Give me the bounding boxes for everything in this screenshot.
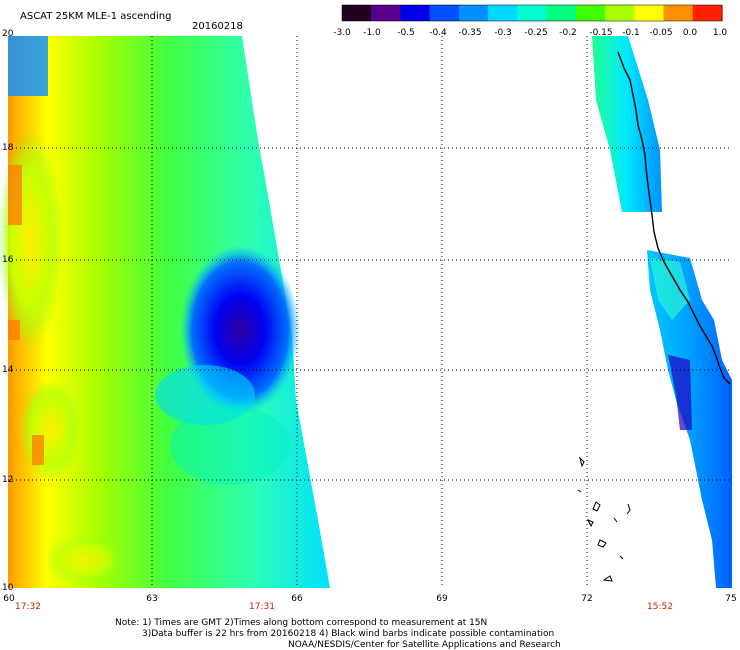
swath-right-cyan — [650, 258, 690, 320]
colorbar — [341, 4, 723, 22]
colorbar-segment — [692, 5, 723, 21]
colorbar-segment — [429, 5, 460, 21]
swath-left — [8, 36, 330, 588]
lat-label: 18 — [2, 143, 14, 153]
island-outline — [577, 456, 631, 582]
colorbar-tick: -0.2 — [559, 28, 577, 38]
note-line: 3)Data buffer is 22 hrs from 20160218 4)… — [142, 629, 554, 639]
lat-label: 14 — [2, 365, 14, 375]
colorbar-tick: -0.5 — [397, 28, 415, 38]
colorbar-segment — [458, 5, 489, 21]
time-labels: 17:32 17:31 15:52 — [15, 602, 673, 612]
colorbar-segment — [546, 5, 577, 21]
colorbar-tick: -0.25 — [524, 28, 547, 38]
time-label: 17:31 — [249, 602, 275, 612]
map-date: 20160218 — [192, 21, 243, 32]
colorbar-tick: 0.0 — [683, 28, 698, 38]
colorbar-segment — [575, 5, 606, 21]
swath-right-dark — [668, 355, 692, 430]
colorbar-border — [341, 4, 723, 22]
colorbar-tick: -0.35 — [458, 28, 481, 38]
lon-label: 66 — [291, 594, 303, 604]
high-wind-patch-north — [0, 130, 62, 350]
swath-left-top-blue — [8, 36, 48, 96]
colorbar-ticks: -3.0 -1.0 -0.5 -0.4 -0.35 -0.3 -0.25 -0.… — [333, 28, 727, 38]
map-title: ASCAT 25KM MLE-1 ascending — [20, 11, 171, 22]
lon-label: 63 — [146, 594, 157, 604]
cyan-band — [155, 365, 255, 425]
lon-label: 60 — [3, 594, 15, 604]
swath-right-north — [592, 36, 662, 212]
note-line: NOAA/NESDIS/Center for Satellite Applica… — [288, 640, 561, 650]
lon-label: 75 — [725, 594, 736, 604]
colorbar-segment — [517, 5, 548, 21]
colorbar-segment — [605, 5, 635, 21]
colorbar-segment — [488, 5, 518, 21]
grid-lines — [8, 36, 732, 588]
colorbar-segment — [342, 5, 372, 21]
lon-label: 72 — [581, 594, 592, 604]
colorbar-segment — [663, 5, 694, 21]
colorbar-tick: 1.0 — [713, 28, 728, 38]
high-wind-patch-south — [20, 380, 80, 480]
lat-label: 16 — [2, 255, 14, 265]
time-label: 17:32 — [15, 602, 41, 612]
high-wind-patch-bottom — [45, 535, 125, 585]
longitude-labels: 60 63 66 69 72 75 — [3, 594, 736, 604]
colorbar-segment — [371, 5, 402, 21]
coastline — [617, 51, 731, 385]
orange-cell — [8, 320, 20, 340]
orange-cell — [8, 165, 22, 225]
colorbar-segment — [634, 5, 665, 21]
orange-cell — [32, 435, 44, 465]
colorbar-tick: -0.15 — [589, 28, 612, 38]
lat-label: 20 — [2, 29, 14, 39]
note-line: Note: 1) Times are GMT 2)Times along bot… — [115, 618, 487, 628]
colorbar-tick: -1.0 — [363, 28, 381, 38]
time-label: 15:52 — [647, 602, 673, 612]
colorbar-tick: -3.0 — [333, 28, 351, 38]
colorbar-tick: -0.4 — [429, 28, 447, 38]
latitude-labels: 20 18 16 14 12 10 — [2, 29, 14, 593]
cyan-band — [170, 405, 290, 485]
colorbar-tick: -0.1 — [622, 28, 640, 38]
colorbar-tick: -0.3 — [494, 28, 512, 38]
colorbar-segment — [400, 5, 431, 21]
colorbar-tick: -0.05 — [649, 28, 672, 38]
lat-label: 10 — [2, 583, 14, 593]
lat-label: 12 — [2, 475, 13, 485]
lon-label: 69 — [436, 594, 448, 604]
